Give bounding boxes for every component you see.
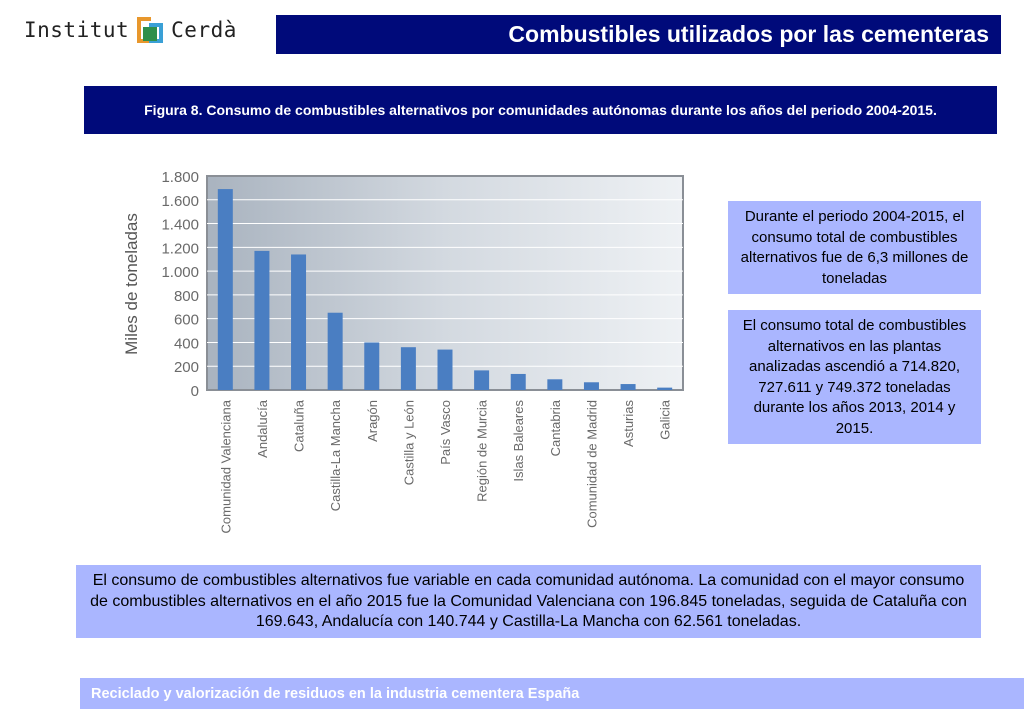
x-tick-label: Cantabria [548,399,563,456]
bar-6 [400,347,416,390]
bar-13 [657,387,673,390]
y-tick-label: 1.200 [161,240,199,257]
y-tick-label: 1.800 [161,169,199,186]
x-tick-label: Comunidad Valenciana [218,399,233,533]
y-tick-label: 600 [174,312,199,329]
y-tick-label: 1.000 [161,264,199,281]
x-tick-label: Asturias [621,400,636,447]
x-tick-label: Cataluña [292,399,307,452]
x-tick-label: Galicia [658,399,673,440]
bar-5 [364,342,380,390]
x-tick-label: País Vasco [438,400,453,465]
x-tick-label: Andalucía [255,399,270,458]
x-tick-label: Castilla-La Mancha [328,399,343,511]
x-tick-label: Región de Murcia [475,399,490,502]
summary-text: El consumo de combustibles alternativos … [76,565,981,638]
logo-left-text: Institut [24,18,130,42]
bar-9 [510,373,526,390]
bar-1 [217,189,233,390]
bar-4 [327,312,343,390]
bar-11 [583,382,599,390]
bar-chart: 0 200 400 600 800 1.000 1.200 1.400 1.600 1.800 C… [110,160,710,550]
y-tick-label: 1.400 [161,217,199,234]
logo-right-text: Cerdà [171,18,237,42]
bar-2 [254,250,270,390]
bar-12 [620,384,636,390]
info-box-total: Durante el periodo 2004-2015, el consumo… [728,201,981,294]
bar-7 [437,349,453,390]
x-tick-label: Castilla y León [401,400,416,485]
logo-mark-icon [137,17,164,43]
info-box-annual: El consumo total de combustibles alterna… [728,310,981,444]
bar-10 [547,379,563,390]
institut-cerda-logo: Institut Cerdà [24,14,237,46]
y-tick-label: 800 [174,288,199,305]
y-tick-label: 200 [174,359,199,376]
bar-8 [474,370,490,390]
bar-3 [291,254,307,390]
page-title: Combustibles utilizados por las cementer… [276,15,1001,54]
y-tick-label: 400 [174,335,199,352]
figure-caption: Figura 8. Consumo de combustibles altern… [84,86,997,134]
y-axis-label: Miles de toneladas [122,213,141,355]
y-tick-label: 0 [191,383,199,400]
x-tick-label: Aragón [365,400,380,442]
x-tick-label: Comunidad de Madrid [584,400,599,528]
footer-bar: Reciclado y valorización de residuos en … [80,678,1024,709]
y-tick-label: 1.600 [161,193,199,210]
x-tick-label: Islas Baleares [511,400,526,482]
